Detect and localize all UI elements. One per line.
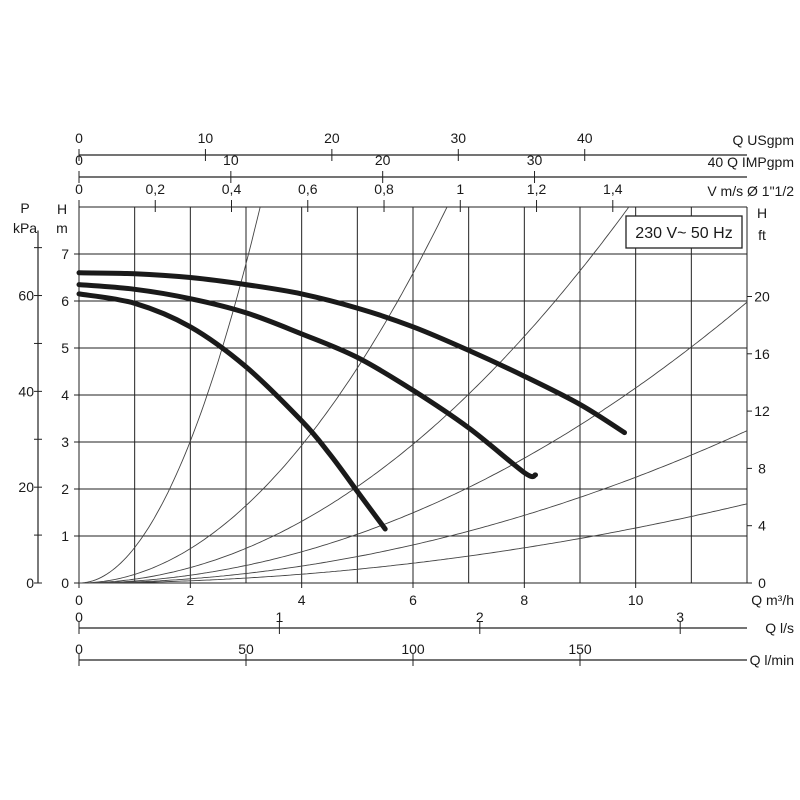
y-tick-label: 4 <box>61 387 69 403</box>
y-tick-label: 1 <box>61 528 69 544</box>
ft-tick-label: 20 <box>754 288 770 304</box>
top-axis-tick-label: 1,2 <box>527 181 547 197</box>
top-axis-unit: 40 Q IMPgpm <box>708 154 794 170</box>
frequency-badge-text: 230 V~ 50 Hz <box>635 225 732 242</box>
y-tick-label: 5 <box>61 340 69 356</box>
ft-tick-label: 4 <box>758 518 766 534</box>
bottom-axis-tick-label: 100 <box>401 641 425 657</box>
pressure-tick-label: 0 <box>26 575 34 591</box>
x-tick-label: 10 <box>628 592 644 608</box>
ft-tick-label: 12 <box>754 403 770 419</box>
top-axis-unit: V m/s Ø 1"1/2 <box>707 183 794 199</box>
x-tick-label: 8 <box>520 592 528 608</box>
bottom-axis-tick-label: 3 <box>676 609 684 625</box>
ft-tick-label: 8 <box>758 460 766 476</box>
bottom-axis-tick-label: 50 <box>238 641 254 657</box>
top-axis-tick-label: 10 <box>223 152 239 168</box>
system-curve <box>79 430 748 584</box>
pressure-tick-label: 20 <box>18 479 34 495</box>
y-tick-label: 0 <box>61 575 69 591</box>
y-tick-label: 3 <box>61 434 69 450</box>
bottom-axis-tick-label: 0 <box>75 641 83 657</box>
ft-tick-label: 0 <box>758 575 766 591</box>
top-axis-tick-label: 10 <box>198 130 214 146</box>
system-curve <box>78 206 261 584</box>
pressure-tick-label: 60 <box>18 288 34 304</box>
pump-curve-3 <box>76 270 627 436</box>
top-axis-tick-label: 0 <box>75 181 83 197</box>
y-tick-label: 7 <box>61 246 69 262</box>
frequency-badge: 230 V~ 50 Hz <box>625 215 743 249</box>
top-axis-unit: Q USgpm <box>733 132 794 148</box>
y-axis-unit: m <box>56 220 68 236</box>
top-axis-tick-label: 30 <box>527 152 543 168</box>
x-tick-label: 2 <box>186 592 194 608</box>
ft-axis-label: H <box>757 205 767 221</box>
pressure-axis-unit: kPa <box>13 220 37 236</box>
plot-grid <box>78 206 748 584</box>
top-axis-tick-label: 0,8 <box>374 181 394 197</box>
bottom-axis-unit: Q l/s <box>765 620 794 636</box>
pump-curve-1 <box>76 291 388 532</box>
x-axis-unit: Q m³/h <box>751 592 794 608</box>
top-axis-tick-label: 1,4 <box>603 181 623 197</box>
bottom-axis-unit: Q l/min <box>750 652 794 668</box>
pump-curve-2 <box>76 282 538 480</box>
top-axis-tick-label: 20 <box>324 130 340 146</box>
bottom-axis-tick-label: 150 <box>568 641 592 657</box>
top-axis-tick-label: 0 <box>75 130 83 146</box>
frequency-badge-box <box>625 215 743 249</box>
system-curve <box>79 301 748 584</box>
x-tick-label: 0 <box>75 592 83 608</box>
pump-curves <box>76 270 627 532</box>
top-axis-tick-label: 0 <box>75 152 83 168</box>
pressure-axis-label: P <box>20 200 29 216</box>
x-tick-label: 6 <box>409 592 417 608</box>
top-axis-tick-label: 0,2 <box>146 181 166 197</box>
system-curve <box>79 503 748 584</box>
y-axis-label: H <box>57 201 67 217</box>
top-axis-tick-label: 30 <box>451 130 467 146</box>
pressure-tick-label: 40 <box>18 383 34 399</box>
ft-tick-label: 16 <box>754 346 770 362</box>
top-axis-tick-label: 0,4 <box>222 181 242 197</box>
bottom-axis-tick-label: 1 <box>276 609 284 625</box>
bottom-axis-tick-label: 0 <box>75 609 83 625</box>
bottom-axis-tick-label: 2 <box>476 609 484 625</box>
top-axis-tick-label: 20 <box>375 152 391 168</box>
top-axis-tick-label: 0,6 <box>298 181 318 197</box>
y-tick-label: 2 <box>61 481 69 497</box>
top-axis-tick-label: 40 <box>577 130 593 146</box>
x-tick-label: 4 <box>298 592 306 608</box>
ft-axis-unit: ft <box>758 227 766 243</box>
top-axis-tick-label: 1 <box>456 181 464 197</box>
y-tick-label: 6 <box>61 293 69 309</box>
